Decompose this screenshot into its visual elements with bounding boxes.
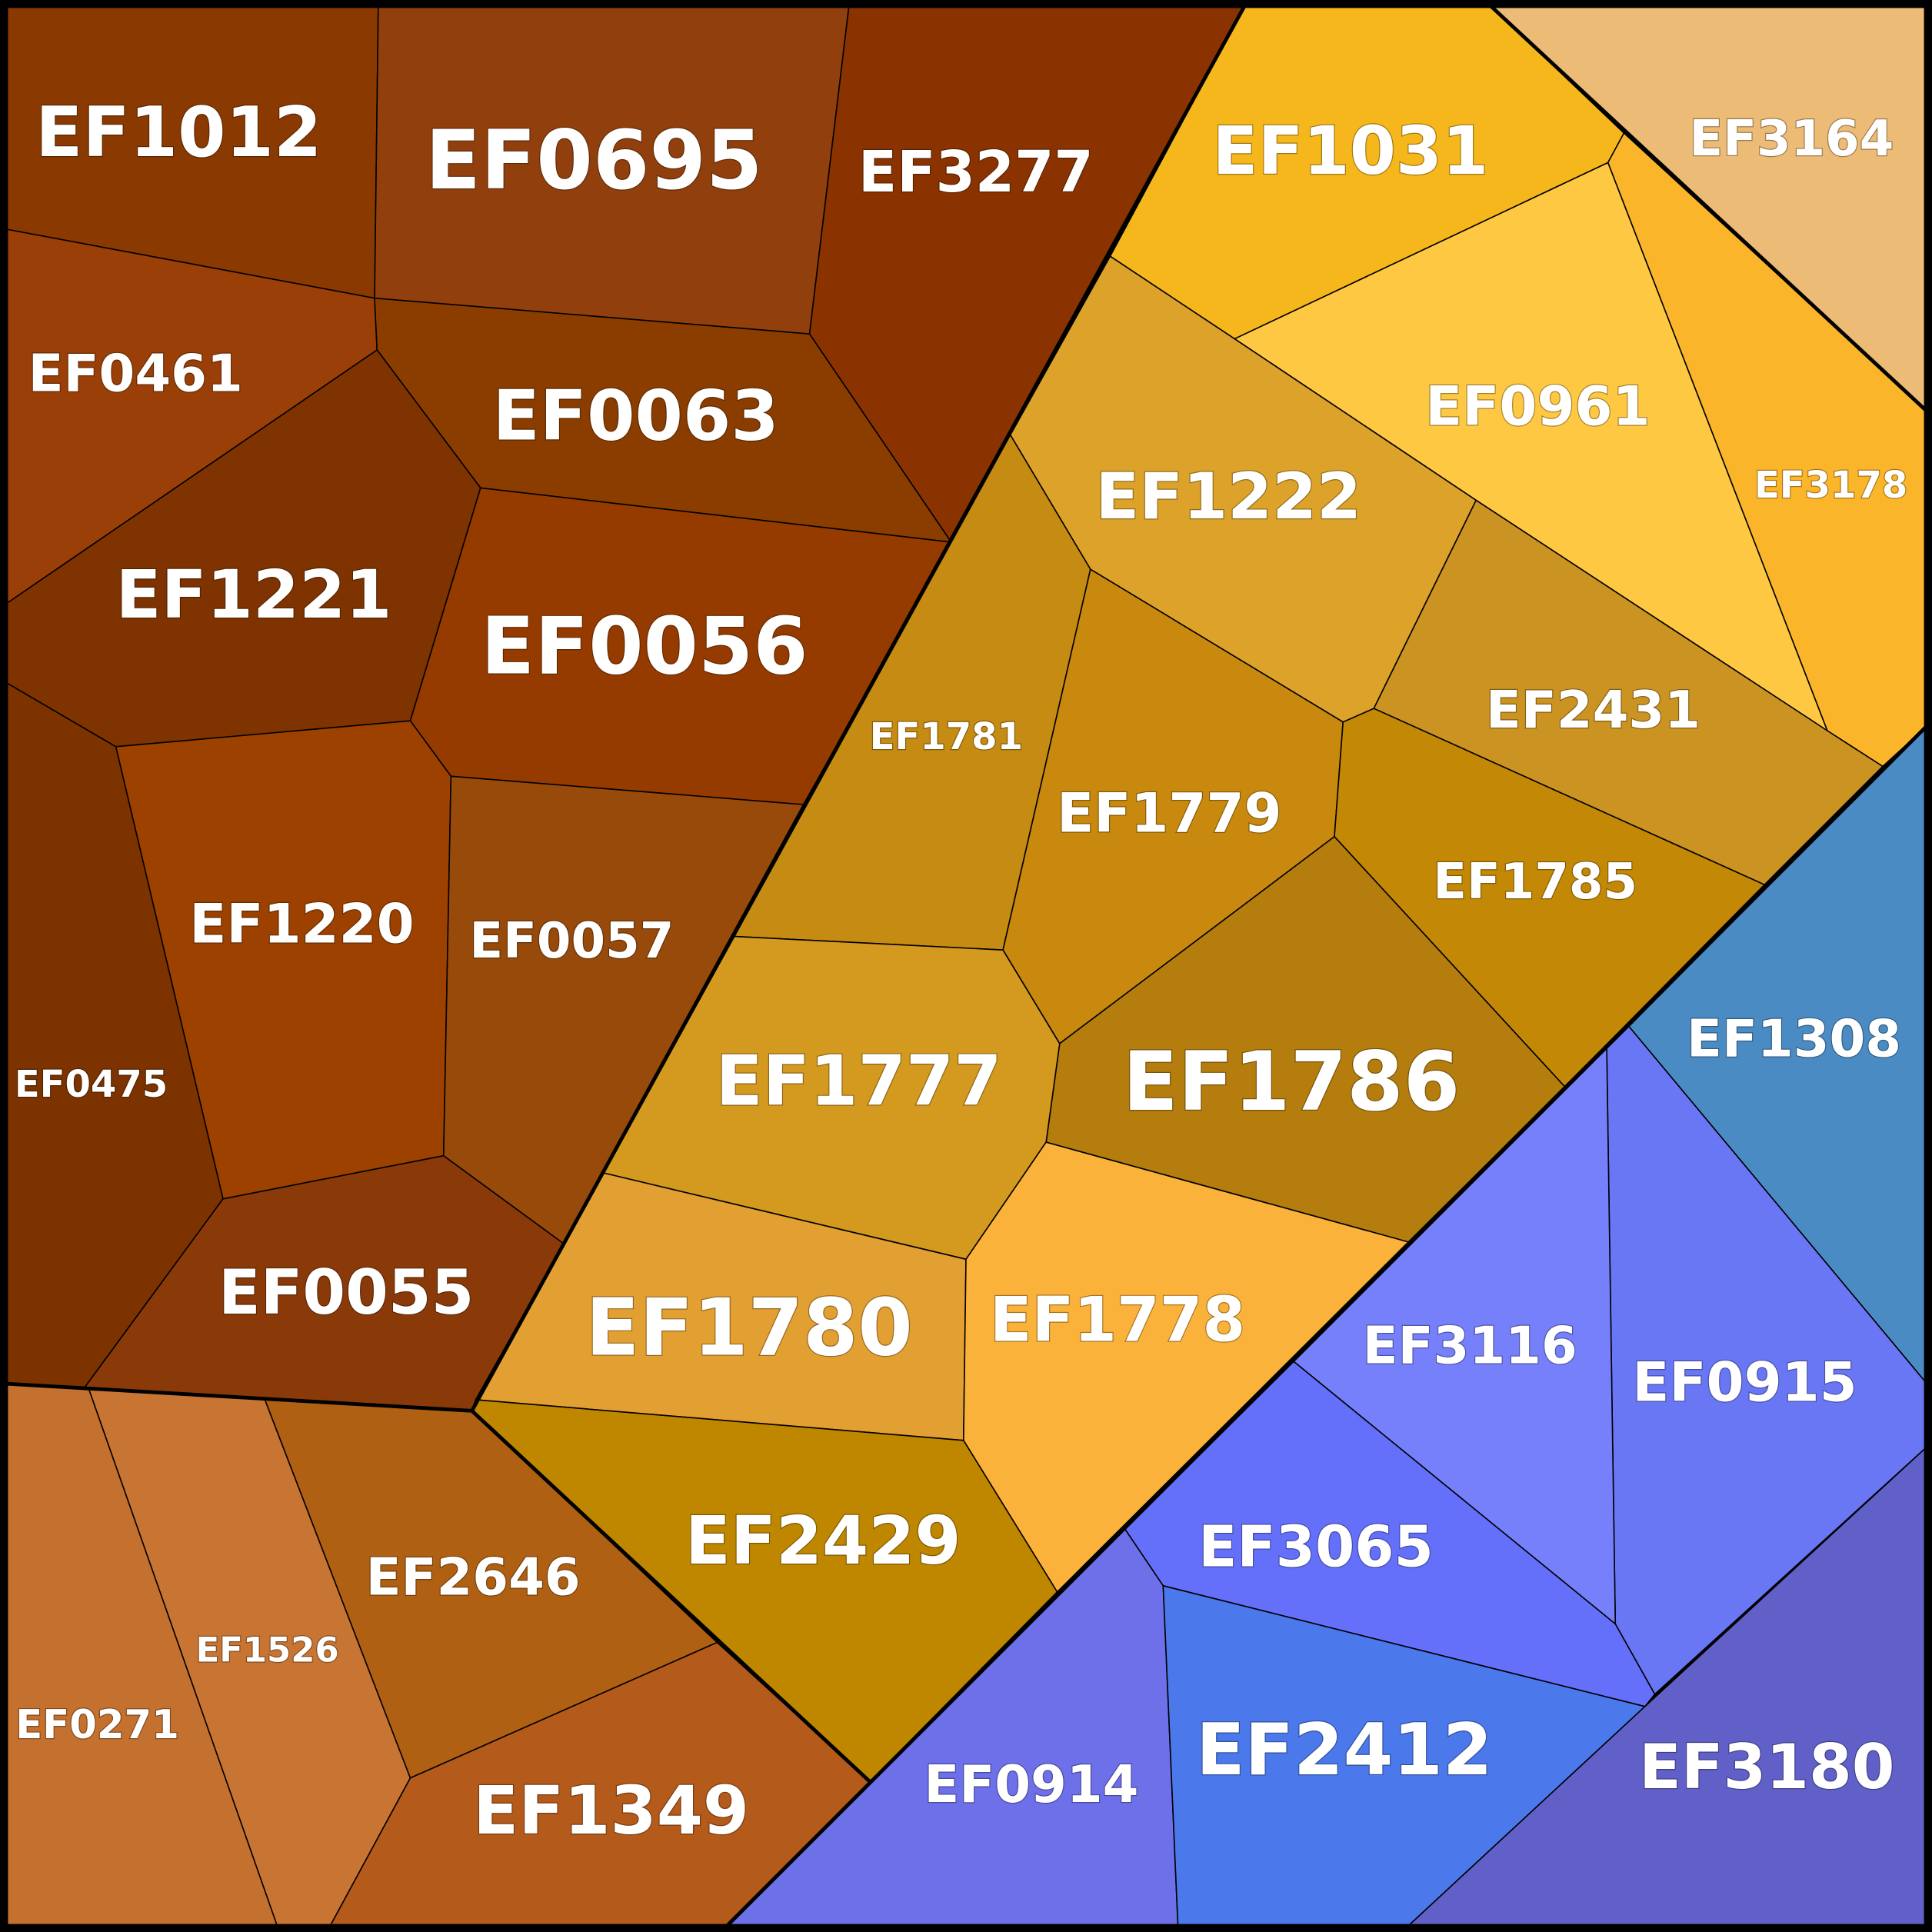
cell-label: EF0055 bbox=[218, 1257, 474, 1328]
cell-label: EF1221 bbox=[116, 557, 392, 634]
cell-label: EF0914 bbox=[924, 1754, 1138, 1814]
cell-label: EF1781 bbox=[870, 715, 1023, 758]
cell-label: EF0056 bbox=[481, 601, 808, 693]
cell-label: EF2646 bbox=[366, 1547, 581, 1607]
cell-label: EF1308 bbox=[1687, 1009, 1901, 1069]
group-boundary-line bbox=[1489, 5, 1927, 412]
cell-label: EF0057 bbox=[469, 913, 674, 970]
cell-label: EF3116 bbox=[1363, 1315, 1577, 1375]
cell-label: EF1786 bbox=[1123, 1034, 1461, 1129]
cell-ef1778 bbox=[962, 1141, 1410, 1594]
cell-label: EF1780 bbox=[585, 1283, 912, 1374]
group-boundary-line bbox=[5, 1381, 871, 1784]
cell-label: EF2429 bbox=[685, 1503, 961, 1580]
group-boundaries bbox=[5, 5, 1927, 1927]
cell-label: EF0271 bbox=[15, 1702, 179, 1748]
cell-label: EF0915 bbox=[1632, 1351, 1857, 1414]
cell-label: EF3065 bbox=[1198, 1515, 1434, 1581]
cell-label: EF0461 bbox=[28, 343, 243, 403]
cell-label: EF1526 bbox=[196, 1630, 339, 1671]
cell-label: EF3277 bbox=[858, 140, 1094, 205]
cell-label: EF0063 bbox=[493, 376, 779, 456]
cell-label: EF0961 bbox=[1425, 375, 1650, 438]
cell-label: EF1220 bbox=[189, 893, 414, 956]
cell-label: EF1777 bbox=[716, 1042, 1002, 1122]
cell-label: EF0695 bbox=[425, 113, 763, 208]
cell-label: EF0475 bbox=[15, 1063, 168, 1106]
cell-label: EF1012 bbox=[35, 93, 321, 173]
cell-label: EF3178 bbox=[1754, 464, 1907, 507]
cell-label: EF1785 bbox=[1433, 854, 1637, 911]
cell-label: EF1778 bbox=[990, 1284, 1245, 1355]
cell-label: EF3164 bbox=[1689, 111, 1894, 168]
group-boundary-line bbox=[725, 725, 1927, 1927]
cell-label: EF1349 bbox=[473, 1773, 749, 1850]
cell-label: EF3180 bbox=[1639, 1731, 1894, 1803]
cell-ef2431 bbox=[1373, 499, 1884, 886]
cell-label: EF1031 bbox=[1212, 113, 1488, 190]
cell-label: EF2431 bbox=[1486, 680, 1700, 740]
cell-label: EF1779 bbox=[1057, 781, 1281, 844]
cell-label: EF2412 bbox=[1196, 1708, 1493, 1791]
cell-label: EF1222 bbox=[1095, 459, 1361, 534]
group-boundary-line bbox=[470, 5, 1247, 1412]
